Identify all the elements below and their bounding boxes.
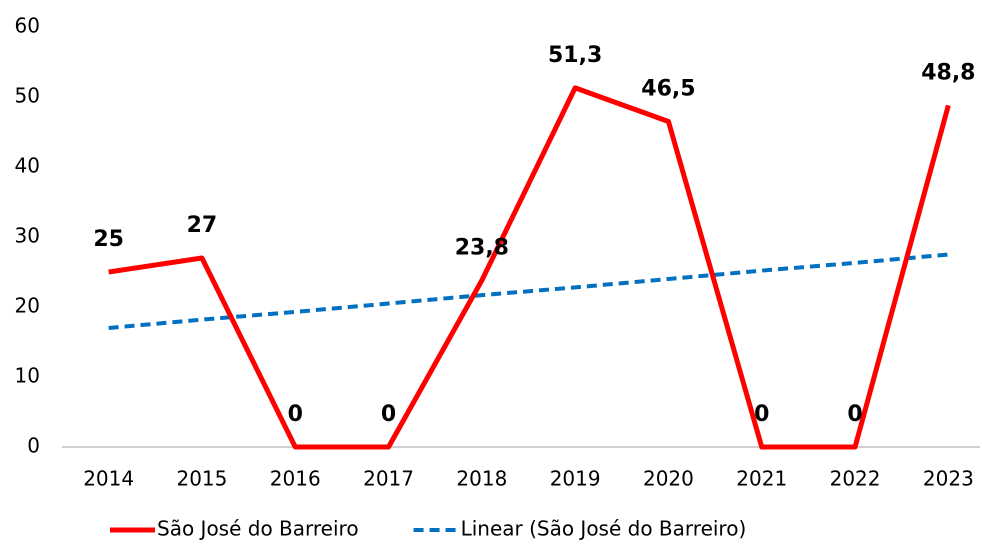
- y-tick-label: 10: [15, 364, 40, 388]
- legend-label: Linear (São José do Barreiro): [461, 517, 747, 541]
- data-label: 0: [754, 402, 769, 427]
- series-line: [108, 85, 951, 450]
- x-tick-label: 2015: [176, 467, 227, 491]
- data-label: 0: [288, 402, 303, 427]
- x-tick-label: 2023: [923, 467, 974, 491]
- y-tick-label: 20: [15, 294, 40, 318]
- x-tick-label: 2020: [643, 467, 694, 491]
- x-tick-label: 2018: [456, 467, 507, 491]
- y-tick-label: 60: [15, 14, 40, 38]
- x-tick-label: 2017: [363, 467, 414, 491]
- data-label: 51,3: [548, 43, 602, 68]
- data-label: 48,8: [921, 60, 975, 85]
- y-tick-label: 40: [15, 154, 40, 178]
- y-tick-label: 0: [27, 434, 40, 458]
- data-label: 25: [93, 227, 124, 252]
- y-tick-label: 30: [15, 224, 40, 248]
- x-tick-label: 2019: [550, 467, 601, 491]
- data-label: 27: [187, 213, 218, 238]
- x-tick-label: 2014: [83, 467, 134, 491]
- data-label: 0: [847, 402, 862, 427]
- series-line: [108, 252, 949, 330]
- data-label: 0: [381, 402, 396, 427]
- x-tick-label: 2016: [270, 467, 321, 491]
- y-tick-label: 50: [15, 84, 40, 108]
- x-tick-label: 2021: [736, 467, 787, 491]
- data-label: 23,8: [455, 235, 509, 260]
- data-label: 46,5: [641, 77, 695, 102]
- legend-label: São José do Barreiro: [157, 517, 359, 541]
- x-tick-label: 2022: [830, 467, 881, 491]
